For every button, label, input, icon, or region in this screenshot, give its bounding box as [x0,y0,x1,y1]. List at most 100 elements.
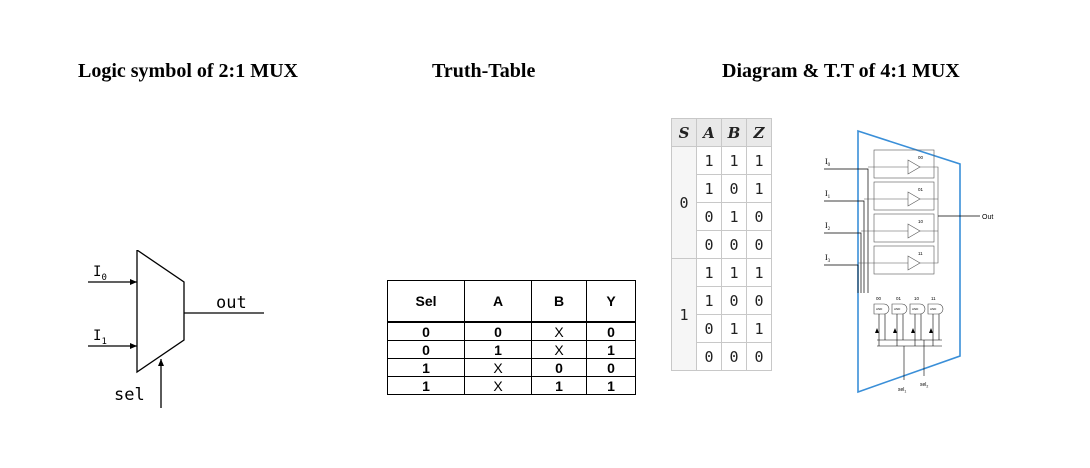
cell: X [531,340,587,359]
cell: 0 [387,340,465,359]
truth-table-4to1: S A B Z 0 1 1 1 1 0 1 0 1 0 0 0 0 1 1 1 … [671,118,772,371]
output-label: Out [982,214,993,221]
cell: 1 [721,314,747,343]
cell: 0 [746,230,772,259]
and-label: AND [894,307,901,311]
code-label: 00 [876,296,882,301]
cell: 0 [746,286,772,315]
cell: 1 [387,358,465,377]
cell: 0 [586,321,636,341]
cell: 0 [696,342,722,371]
cell: 1 [746,174,772,203]
input0-arrow [130,279,137,285]
output-label: out [216,293,247,313]
header-b: B [531,280,587,323]
buffer-blocks [858,149,939,275]
cell: 0 [746,202,772,231]
table-row: 0 1 1 1 [671,146,772,259]
select-cell: 1 [671,258,697,371]
input1-label: I1 [93,328,107,347]
table-row: 0 0 X 0 [387,321,636,341]
table-row: 1 1 1 1 [671,258,772,371]
code-label: 10 [918,219,924,224]
table-row: 0 1 X 1 [387,340,636,359]
header-a: A [464,280,532,323]
header-a: A [696,118,722,147]
mux-2to1-symbol: I0 I1 out sel [88,250,264,408]
cell: 0 [696,230,722,259]
code-label: 10 [914,296,920,301]
cell: 1 [387,376,465,395]
cell: 1 [746,314,772,343]
header-s: S [671,118,697,147]
cell: 1 [696,258,722,287]
select2-label: sel2 [920,382,928,389]
title-truth-table: Truth-Table [432,60,536,82]
truth-table-2to1: Sel A B Y 0 0 X 0 0 1 X 1 1 X 0 0 1 X 1 … [387,280,636,395]
input-i3-label: I3 [825,253,831,264]
cell: 1 [586,340,636,359]
code-label: 11 [931,296,936,301]
table-row: 1 X 0 0 [387,358,636,377]
code-label: 01 [896,296,902,301]
input-i0-label: I0 [825,157,831,168]
cell: X [531,321,587,341]
cell: 1 [721,202,747,231]
cell: 1 [696,146,722,175]
table-row: 1 X 1 1 [387,376,636,395]
cell: 0 [531,358,587,377]
cell: 0 [586,358,636,377]
cell: 0 [696,202,722,231]
title-logic-symbol: Logic symbol of 2:1 MUX [78,60,298,82]
code-label: 00 [918,155,924,160]
cell: 0 [721,342,747,371]
mux-4to1-frame [857,129,961,394]
cell: 1 [721,146,747,175]
and-gates [873,303,944,315]
mux-4to1-diagram: I0 I1 I2 I3 Out 00 01 10 11 [824,129,993,394]
table-row: 0 0 0 [672,342,772,371]
cell: 1 [746,146,772,175]
cell: 1 [586,376,636,395]
cell: 0 [696,314,722,343]
table-header-row: S A B Z [671,118,772,147]
select1-label: sel1 [898,387,906,394]
cell: X [464,376,532,395]
cell: 1 [696,174,722,203]
cell: X [464,358,532,377]
input1-arrow [130,343,137,349]
cell: 0 [721,174,747,203]
title-4to1-diagram: Diagram & T.T of 4:1 MUX [722,60,960,82]
cell: 1 [696,286,722,315]
cell: 1 [721,258,747,287]
cell: 0 [387,321,465,341]
select-cell: 0 [671,146,697,259]
cell: 0 [464,321,532,341]
mux-body [136,250,185,374]
select-label: sel [114,385,145,405]
and-label: AND [876,307,883,311]
select-arrow [158,359,164,366]
cell: 1 [746,258,772,287]
cell: 1 [531,376,587,395]
select-network [875,314,942,380]
input-wires [824,168,869,293]
input-i1-label: I1 [825,189,831,200]
cell: 1 [464,340,532,359]
cell: 0 [721,230,747,259]
and-label: AND [930,307,937,311]
code-label: 11 [918,251,923,256]
input-i2-label: I2 [825,221,831,232]
table-row: 0 0 0 [672,230,772,259]
table-row: 0 1 0 [672,202,772,231]
code-label: 01 [918,187,924,192]
table-row: 1 0 1 [672,174,772,203]
table-header-row: Sel A B Y [387,280,636,323]
cell: 0 [746,342,772,371]
header-sel: Sel [387,280,465,323]
and-label: AND [912,307,919,311]
cell: 0 [721,286,747,315]
header-b: B [721,118,747,147]
input0-label: I0 [93,264,107,283]
header-z: Z [746,118,772,147]
